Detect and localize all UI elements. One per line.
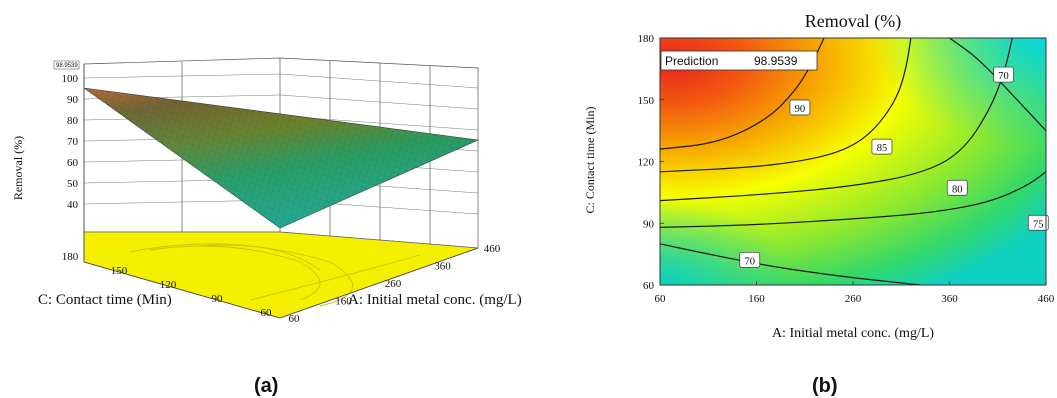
surface-plot-panel: 40 50 60 70 80 90 100 98.9539 Removal (%) 60 90… <box>11 57 522 397</box>
svg-text:75: 75 <box>1033 219 1044 230</box>
prediction-value: 98.9539 <box>754 54 798 68</box>
x-tick-label: 60 <box>655 293 667 305</box>
panel-label-b: (b) <box>812 375 838 397</box>
panel-label-a: (a) <box>254 375 278 397</box>
z-tick-label: 90 <box>67 94 79 106</box>
x-tick-label: 160 <box>748 293 765 305</box>
x-tick-label: 460 <box>1038 293 1055 305</box>
contour-labels: 70 90 85 80 75 70 <box>739 66 1049 268</box>
z-tick-label: 40 <box>67 199 79 211</box>
svg-text:85: 85 <box>877 143 888 154</box>
y-tick-label: 90 <box>212 293 224 305</box>
contour-label: 75 <box>1027 214 1049 231</box>
contour-line <box>660 171 1046 228</box>
y-axis-label: C: Contact time (Min) <box>38 292 172 308</box>
contour-label: 80 <box>946 179 968 196</box>
x-tick-labels: 60 160 260 360 460 <box>655 281 1055 305</box>
svg-text:90: 90 <box>795 104 806 115</box>
z-tick-label: 70 <box>67 136 79 148</box>
x-tick-labels: 60 160 260 360 460 <box>289 243 501 325</box>
contour-line <box>660 243 921 285</box>
z-axis-label: Removal (%) <box>11 136 25 200</box>
contour-label: 70 <box>739 251 761 268</box>
contour-lines <box>660 38 1046 285</box>
y-tick-labels: 60 90 120 150 180 <box>638 33 664 292</box>
z-max-marker: 98.9539 <box>56 63 78 69</box>
y-tick-label: 60 <box>643 280 655 292</box>
x-tick-label: 260 <box>385 278 402 290</box>
x-tick-label: 60 <box>289 313 301 325</box>
x-axis-label: A: Initial metal conc. (mg/L) <box>772 326 934 341</box>
x-tick-label: 260 <box>845 293 862 305</box>
y-tick-label: 90 <box>643 218 655 230</box>
x-tick-label: 460 <box>484 243 501 255</box>
y-tick-label: 180 <box>638 33 655 45</box>
z-tick-label: 60 <box>67 157 79 169</box>
contour-plot-panel: Removal (%) 70 90 85 80 75 70 Prediction 98.9… <box>583 11 1055 397</box>
contour-label: 90 <box>789 99 811 116</box>
contour-line <box>660 38 1013 202</box>
y-tick-label: 60 <box>261 307 273 319</box>
y-tick-labels: 60 90 120 150 180 <box>62 251 272 319</box>
z-tick-labels: 40 50 60 70 80 90 100 <box>62 73 79 211</box>
contour-label: 70 <box>993 66 1014 83</box>
floor-contours <box>129 243 421 307</box>
contour-line <box>660 38 912 173</box>
chart-title: Removal (%) <box>805 11 901 32</box>
x-tick-label: 360 <box>434 261 451 273</box>
z-tick-label: 50 <box>67 178 79 190</box>
svg-text:70: 70 <box>998 71 1009 82</box>
z-tick-label: 80 <box>67 115 79 127</box>
contour-label: 85 <box>871 138 893 155</box>
prediction-box: Prediction 98.9539 <box>660 50 818 71</box>
y-tick-label: 180 <box>62 251 79 263</box>
y-tick-label: 150 <box>638 95 655 107</box>
y-tick-label: 120 <box>160 279 177 291</box>
z-gridline <box>279 94 479 110</box>
z-tick-label: 100 <box>62 73 79 85</box>
z-gridline <box>279 73 479 89</box>
y-tick-label: 120 <box>638 157 655 169</box>
y-tick-label: 150 <box>111 265 128 277</box>
svg-text:80: 80 <box>952 184 963 195</box>
x-tick-label: 160 <box>335 296 352 308</box>
x-axis-label: A: Initial metal conc. (mg/L) <box>348 292 522 308</box>
x-tick-label: 360 <box>941 293 958 305</box>
svg-text:70: 70 <box>744 256 755 267</box>
y-axis-label: C: Contact time (Min) <box>583 107 597 214</box>
z-gridline <box>83 73 281 79</box>
prediction-label: Prediction <box>665 54 718 68</box>
